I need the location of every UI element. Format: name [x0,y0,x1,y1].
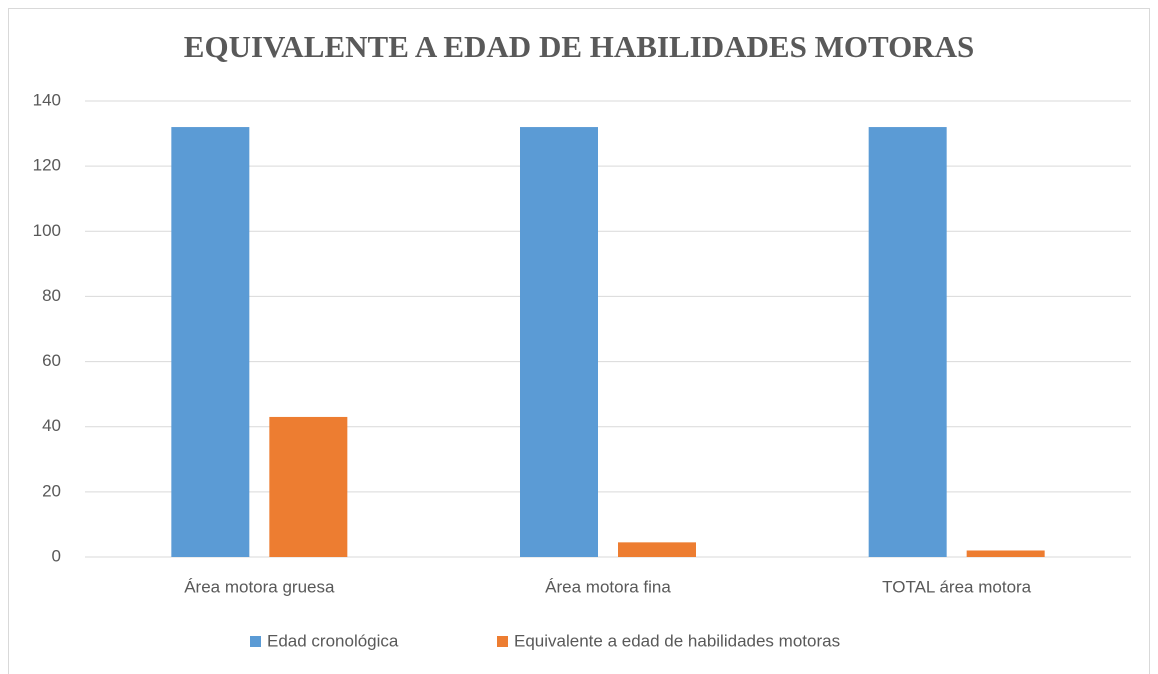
legend-label: Edad cronológica [267,631,399,650]
y-tick-label: 100 [33,221,61,240]
bar [868,127,947,558]
legend-swatch [497,636,508,647]
bar [171,127,250,558]
bar [618,542,696,557]
y-tick-label: 140 [33,90,61,109]
bar [966,550,1045,557]
legend-label: Equivalente a edad de habilidades motora… [514,631,840,650]
x-tick-label: Área motora gruesa [184,577,335,596]
x-tick-label: TOTAL área motora [882,577,1032,596]
bar [269,416,348,557]
y-tick-label: 60 [42,351,61,370]
y-tick-label: 0 [52,546,61,565]
y-tick-label: 120 [33,156,61,175]
y-tick-label: 40 [42,416,61,435]
x-tick-label: Área motora fina [545,577,671,596]
legend-swatch [250,636,261,647]
y-tick-label: 80 [42,286,61,305]
chart-title: EQUIVALENTE A EDAD DE HABILIDADES MOTORA… [184,29,974,64]
y-tick-label: 20 [42,481,61,500]
bar [520,127,598,558]
